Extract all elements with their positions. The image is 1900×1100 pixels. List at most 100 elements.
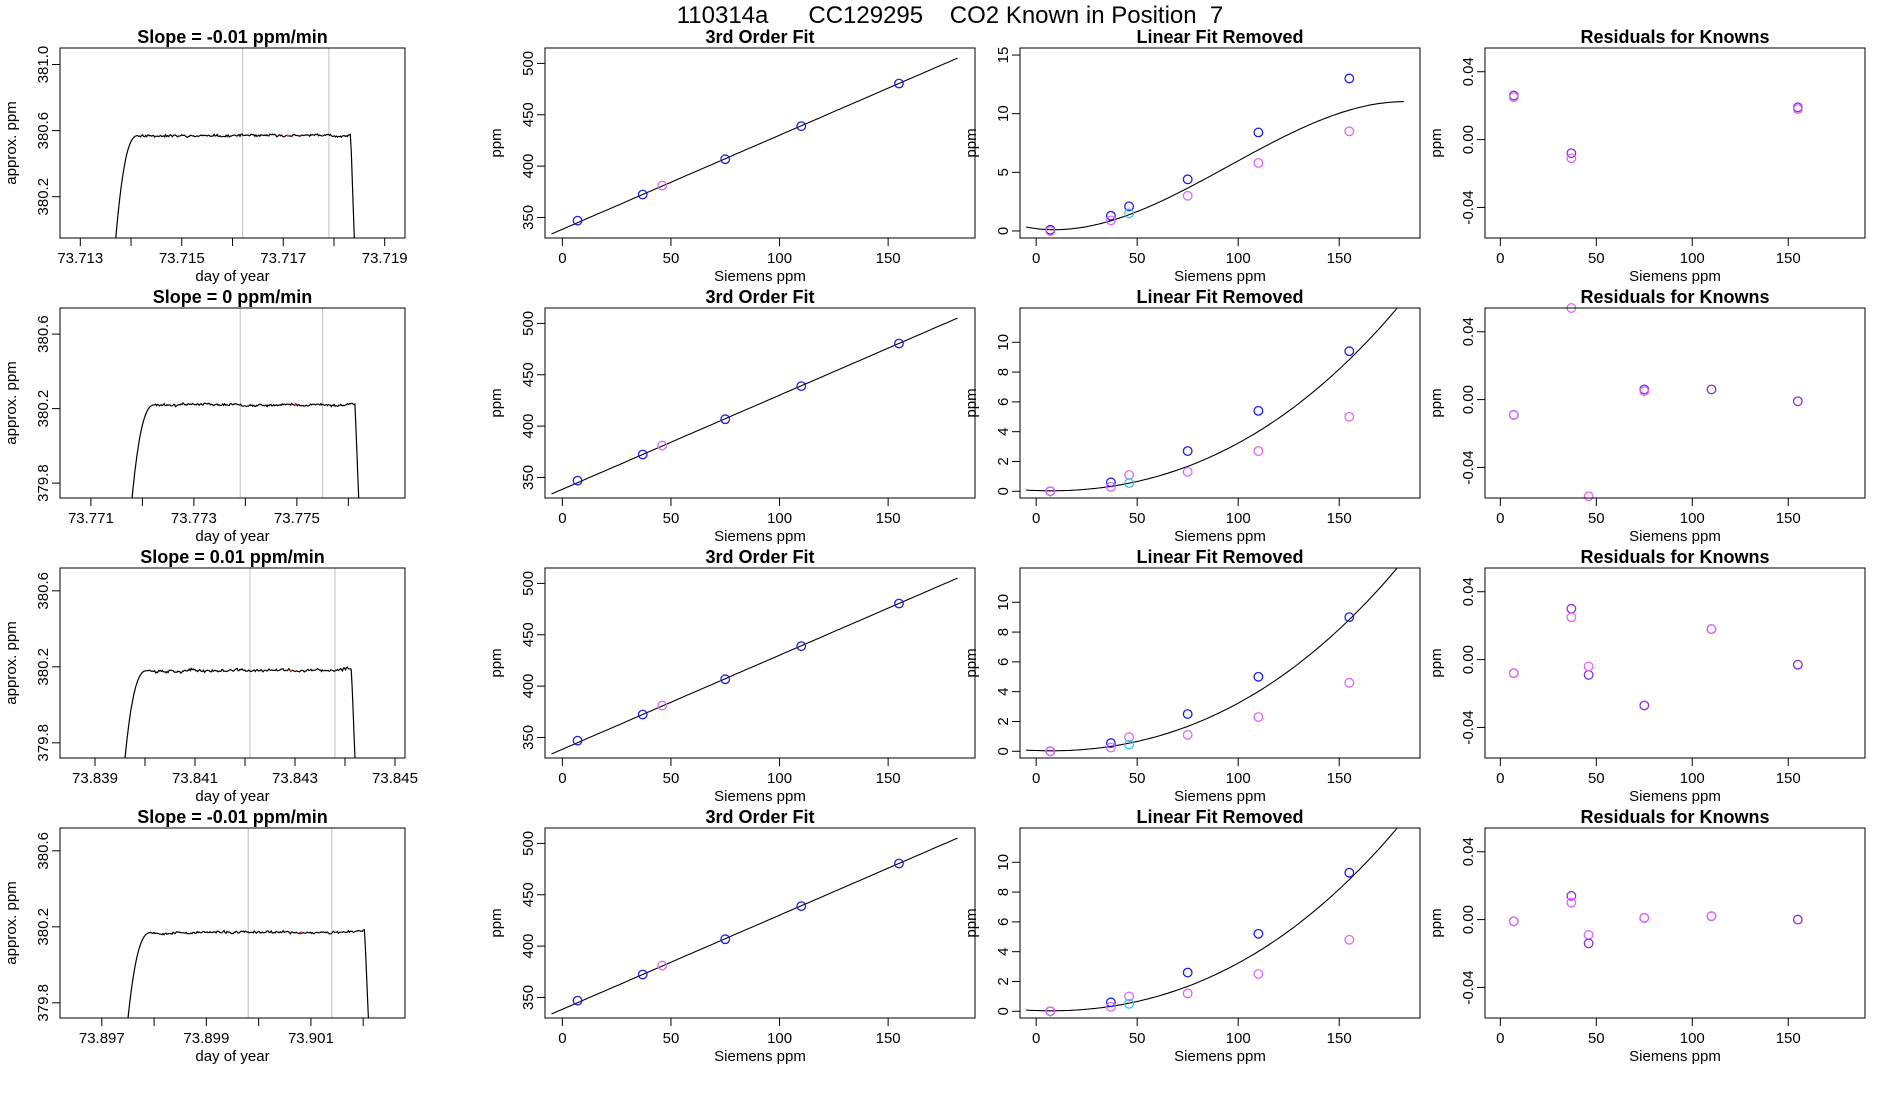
plot-frame bbox=[1484, 47, 1866, 239]
data-point bbox=[637, 189, 648, 200]
x-tick-label: 100 bbox=[1680, 1030, 1705, 1047]
data-point bbox=[1182, 190, 1193, 201]
data-point bbox=[1253, 446, 1264, 457]
y-tick-label: 380.2 bbox=[35, 648, 52, 686]
chart-panel-1-4: Residuals for Knowns 0 50 100 150 -0.04 0.00 0.… bbox=[1428, 27, 1866, 285]
fit-curve bbox=[551, 317, 958, 495]
mean-marker bbox=[289, 669, 292, 672]
y-tick-label: 350 bbox=[520, 465, 537, 490]
plot-area bbox=[115, 48, 355, 238]
data-point bbox=[1253, 969, 1264, 979]
x-tick-label: 50 bbox=[1129, 770, 1146, 787]
chart-panel-3-1: Slope = 0.01 ppm/min 73.839 73.841 73.843 73… bbox=[3, 547, 418, 805]
y-tick-label: 400 bbox=[520, 414, 537, 439]
data-point bbox=[572, 215, 583, 226]
x-tick-label: 150 bbox=[876, 510, 901, 527]
y-axis-label: ppm bbox=[1428, 128, 1445, 157]
x-axis-label: day of year bbox=[195, 1048, 269, 1065]
data-point bbox=[1344, 411, 1355, 422]
y-tick-label: 500 bbox=[520, 311, 537, 336]
data-point bbox=[572, 475, 583, 486]
plot-frame bbox=[1019, 827, 1421, 1019]
y-axis-label: approx. ppm bbox=[3, 361, 20, 444]
chart-panel-3-3: Linear Fit Removed 0 50 100 150 0 2 4 6 8 10 Siemen… bbox=[963, 547, 1421, 805]
x-axis-label: Siemens ppm bbox=[1629, 1048, 1721, 1065]
x-tick-label: 73.839 bbox=[72, 770, 118, 787]
plot-frame bbox=[1484, 567, 1866, 759]
y-tick-label: 0.04 bbox=[1460, 577, 1477, 606]
data-point bbox=[1253, 157, 1264, 168]
x-tick-label: 73.771 bbox=[68, 510, 114, 527]
data-point bbox=[1182, 446, 1193, 457]
data-point bbox=[1344, 126, 1355, 137]
chart-panel-2-4: Residuals for Knowns 0 50 100 150 -0.04 0.00 0.… bbox=[1428, 287, 1866, 545]
y-tick-label: 0.00 bbox=[1460, 645, 1477, 674]
data-point bbox=[1583, 938, 1594, 949]
data-point bbox=[657, 700, 668, 711]
x-tick-label: 150 bbox=[1327, 510, 1352, 527]
data-point bbox=[1124, 991, 1135, 1002]
y-axis-label: ppm bbox=[1428, 908, 1445, 937]
data-point bbox=[1182, 729, 1193, 740]
fit-curve bbox=[551, 577, 958, 755]
data-point bbox=[657, 180, 668, 191]
chart-panel-1-1: Slope = -0.01 ppm/min 73.713 73.715 73.717 7… bbox=[3, 27, 408, 285]
x-tick-label: 73.773 bbox=[171, 510, 217, 527]
data-point bbox=[1344, 934, 1355, 945]
y-axis-label: ppm bbox=[963, 648, 980, 677]
data-point bbox=[1792, 104, 1803, 115]
x-tick-label: 0 bbox=[1496, 770, 1504, 787]
y-tick-label: 0.04 bbox=[1460, 317, 1477, 346]
y-tick-label: 0.04 bbox=[1460, 57, 1477, 86]
x-tick-label: 0 bbox=[1032, 250, 1040, 267]
data-point bbox=[1706, 911, 1717, 922]
data-point bbox=[657, 960, 668, 971]
fit-curve bbox=[551, 57, 958, 235]
data-point bbox=[1124, 732, 1135, 743]
data-point bbox=[1508, 916, 1519, 927]
y-tick-label: 10 bbox=[995, 594, 1012, 611]
chart-panel-1-2: 3rd Order Fit 0 50 100 150 350 400 450 500 Siemen… bbox=[488, 27, 976, 285]
plot-frame bbox=[59, 827, 406, 1019]
panel-title: 3rd Order Fit bbox=[705, 807, 814, 827]
y-tick-label: 380.6 bbox=[35, 832, 52, 870]
y-tick-label: -0.04 bbox=[1460, 450, 1477, 484]
plot-area bbox=[1026, 568, 1398, 752]
y-tick-label: 15 bbox=[995, 47, 1012, 64]
plot-frame bbox=[544, 47, 976, 239]
data-point bbox=[1583, 491, 1594, 502]
x-tick-label: 50 bbox=[663, 770, 680, 787]
data-point bbox=[1566, 603, 1577, 614]
data-point bbox=[796, 381, 807, 392]
y-tick-label: 380.2 bbox=[35, 390, 52, 428]
y-tick-label: 500 bbox=[520, 571, 537, 596]
x-tick-label: 73.897 bbox=[79, 1030, 125, 1047]
x-tick-label: 50 bbox=[1588, 770, 1605, 787]
y-axis-label: approx. ppm bbox=[3, 881, 20, 964]
x-tick-label: 150 bbox=[1327, 250, 1352, 267]
data-point bbox=[1124, 469, 1135, 480]
y-tick-label: -0.04 bbox=[1460, 190, 1477, 224]
x-tick-label: 100 bbox=[1226, 1030, 1251, 1047]
data-point bbox=[1045, 226, 1056, 236]
data-point bbox=[1182, 466, 1193, 477]
x-tick-label: 50 bbox=[1588, 510, 1605, 527]
data-point bbox=[894, 598, 904, 609]
mean-marker bbox=[286, 134, 289, 137]
y-tick-label: 380.2 bbox=[35, 178, 52, 216]
y-tick-label: 450 bbox=[520, 102, 537, 127]
x-tick-label: 100 bbox=[1226, 770, 1251, 787]
fit-curve bbox=[551, 837, 958, 1015]
concentration-trace bbox=[131, 402, 360, 498]
plot-area bbox=[1026, 828, 1398, 1012]
chart-panel-3-4: Residuals for Knowns 0 50 100 150 -0.04 0.00 0.… bbox=[1428, 547, 1866, 805]
data-point bbox=[1182, 174, 1193, 185]
fit-curve bbox=[1026, 308, 1398, 492]
data-point bbox=[1124, 208, 1135, 219]
y-tick-label: 0 bbox=[995, 487, 1012, 495]
y-tick-label: 381.0 bbox=[35, 46, 52, 84]
y-axis-label: approx. ppm bbox=[3, 101, 20, 184]
x-tick-label: 100 bbox=[767, 250, 792, 267]
y-axis-label: ppm bbox=[488, 388, 505, 417]
chart-panel-2-1: Slope = 0 ppm/min 73.771 73.773 73.775 379.8… bbox=[3, 287, 406, 545]
